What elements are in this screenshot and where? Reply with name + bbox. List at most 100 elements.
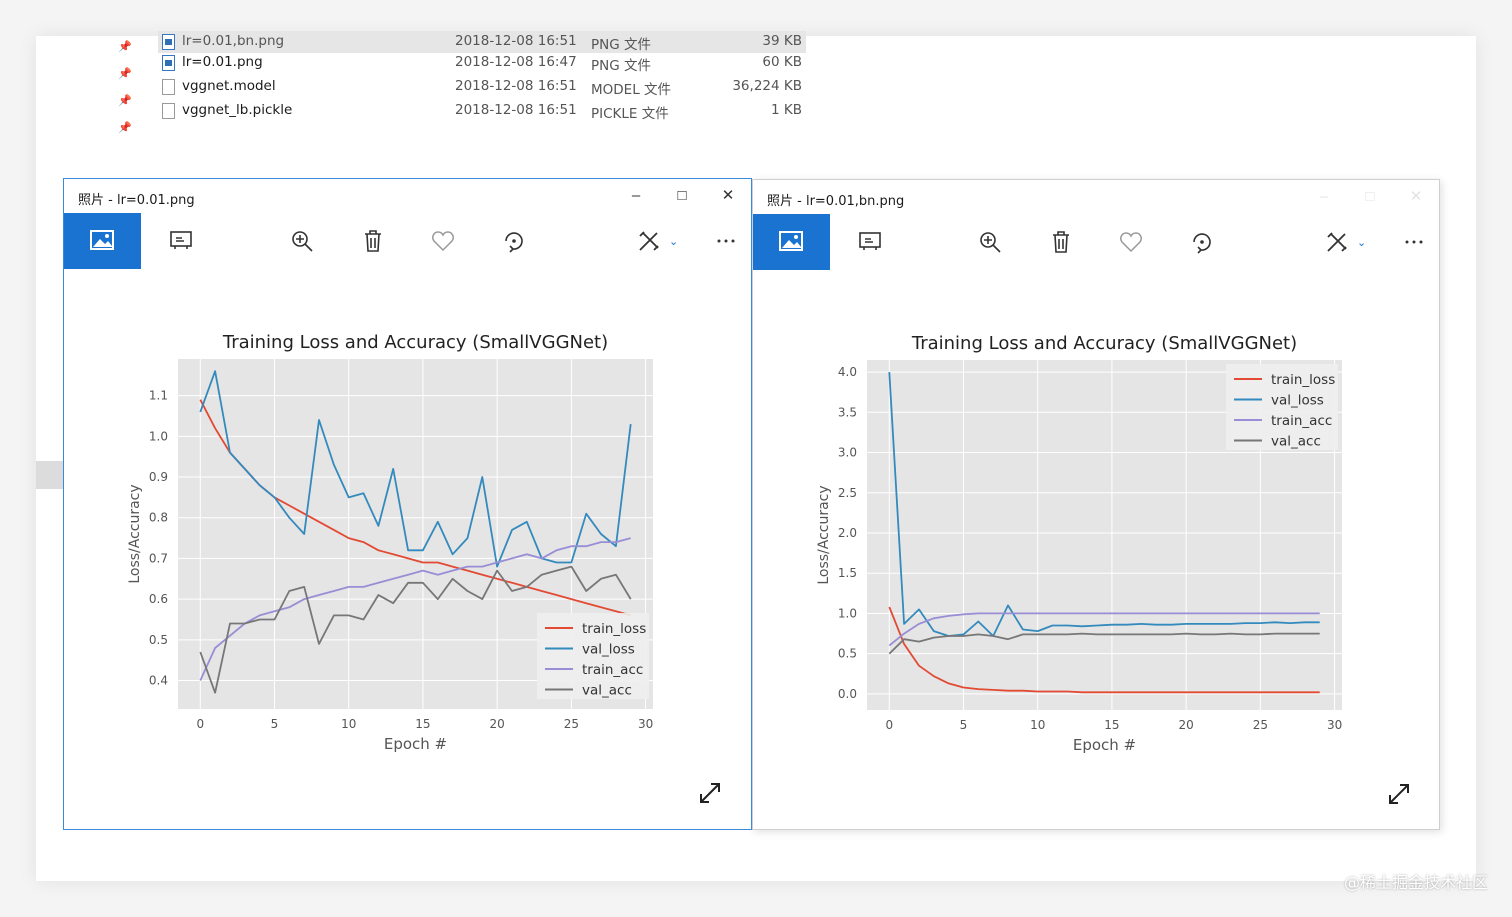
series-line-val-loss (199, 370, 632, 568)
slideshow-icon[interactable] (844, 214, 896, 270)
title-bar[interactable]: 照片 - lr=0.01.png – □ ✕ (64, 179, 751, 213)
series-line-val-acc (199, 565, 632, 694)
y-tick-label: 1.0 (149, 429, 168, 443)
more-icon[interactable] (700, 213, 752, 269)
y-tick-label: 0.7 (149, 551, 168, 565)
photo-toolbar: ⌄ (64, 213, 751, 269)
x-tick-label: 10 (341, 717, 356, 731)
pin-icon[interactable]: 📌 (118, 41, 132, 53)
x-tick-label: 20 (1179, 718, 1194, 732)
x-tick-label: 5 (960, 718, 968, 732)
x-axis-label: Epoch # (384, 735, 447, 753)
y-tick-label: 0.8 (149, 511, 168, 525)
pin-icon[interactable]: 📌 (118, 122, 132, 134)
zoom-in-icon[interactable] (964, 214, 1016, 270)
file-name: vggnet.model (182, 78, 276, 94)
legend-label: val_loss (582, 642, 635, 658)
expand-icon[interactable] (697, 780, 723, 806)
x-tick-label: 30 (638, 717, 653, 731)
file-name: vggnet_lb.pickle (182, 102, 293, 118)
file-date: 2018-12-08 16:47 (455, 54, 577, 70)
pin-icon[interactable]: 📌 (118, 95, 132, 107)
y-tick-label: 0.4 (149, 674, 168, 688)
slideshow-icon[interactable] (155, 213, 207, 269)
chevron-down-icon[interactable]: ⌄ (1357, 237, 1367, 249)
delete-icon[interactable] (347, 213, 399, 269)
file-size: 39 KB (762, 33, 802, 49)
x-tick-label: 5 (271, 717, 279, 731)
rotate-icon[interactable] (1175, 214, 1227, 270)
series-line-train-loss (888, 606, 1320, 694)
chevron-down-icon[interactable]: ⌄ (669, 236, 679, 248)
favorite-icon[interactable] (417, 213, 469, 269)
minimize-icon[interactable]: – (1319, 188, 1329, 205)
file-icon (162, 103, 175, 119)
file-row[interactable]: lr=0.01,bn.png 2018-12-08 16:51 PNG 文件 3… (158, 31, 806, 53)
file-type: PICKLE 文件 (591, 106, 669, 122)
file-date: 2018-12-08 16:51 (455, 102, 577, 118)
minimize-icon[interactable]: – (631, 187, 641, 204)
file-size: 60 KB (762, 54, 802, 70)
legend-label: train_acc (1271, 413, 1332, 429)
x-tick-label: 15 (1104, 718, 1119, 732)
series-line-train-acc (888, 612, 1320, 647)
x-tick-label: 20 (490, 717, 505, 731)
close-icon[interactable]: ✕ (1409, 188, 1423, 205)
photo-toolbar: ⌄ (753, 214, 1439, 270)
legend-label: train_loss (582, 621, 646, 637)
legend-label: val_acc (1271, 434, 1321, 450)
window-title: 照片 - lr=0.01.png (78, 193, 195, 208)
file-row[interactable]: vggnet_lb.pickle 2018-12-08 16:51 PICKLE… (158, 100, 806, 122)
x-tick-label: 25 (564, 717, 579, 731)
file-size: 1 KB (771, 102, 802, 118)
x-tick-label: 0 (885, 718, 893, 732)
file-name: lr=0.01,bn.png (182, 33, 285, 49)
expand-icon[interactable] (1386, 781, 1412, 807)
rotate-icon[interactable] (487, 213, 539, 269)
zoom-in-icon[interactable] (276, 213, 328, 269)
y-tick-label: 0.9 (149, 470, 168, 484)
file-row[interactable]: lr=0.01.png 2018-12-08 16:47 PNG 文件 60 K… (158, 52, 806, 74)
photos-window-lr001[interactable]: 照片 - lr=0.01.png – □ ✕ ⌄ 0 5 10 15 20 25 30 (63, 178, 752, 830)
series-line-val-acc (888, 632, 1320, 655)
y-tick-label: 0.0 (838, 687, 857, 701)
file-row[interactable]: vggnet.model 2018-12-08 16:51 MODEL 文件 3… (158, 76, 806, 98)
y-tick-label: 1.5 (838, 566, 857, 580)
photo-icon[interactable] (64, 213, 141, 269)
photo-icon[interactable] (753, 214, 830, 270)
file-type: MODEL 文件 (591, 82, 672, 98)
legend-label: val_acc (582, 683, 632, 699)
chart-title: Training Loss and Accuracy (SmallVGGNet) (911, 333, 1297, 354)
favorite-icon[interactable] (1105, 214, 1157, 270)
photos-window-lr001-bn[interactable]: 照片 - lr=0.01,bn.png – □ ✕ ⌄ 0 5 10 15 20 2 (752, 179, 1440, 830)
delete-icon[interactable] (1035, 214, 1087, 270)
series-line-val-loss (888, 372, 1320, 637)
maximize-icon[interactable]: □ (677, 187, 687, 204)
file-size: 36,224 KB (732, 78, 802, 94)
y-tick-label: 3.0 (838, 446, 857, 460)
x-tick-label: 30 (1327, 718, 1342, 732)
watermark: @稀土掘金技术社区 (1343, 873, 1488, 892)
window-title: 照片 - lr=0.01,bn.png (767, 194, 905, 209)
maximize-icon[interactable]: □ (1365, 188, 1375, 205)
y-tick-label: 2.0 (838, 526, 857, 540)
pin-icon[interactable]: 📌 (118, 68, 132, 80)
image-file-icon (162, 34, 175, 50)
legend-label: train_acc (582, 662, 643, 678)
more-icon[interactable] (1388, 214, 1440, 270)
y-tick-label: 0.5 (838, 647, 857, 661)
pin-column: 📌 📌 📌 📌 (118, 40, 134, 148)
file-type: PNG 文件 (591, 58, 651, 74)
file-name: lr=0.01.png (182, 54, 263, 70)
title-bar[interactable]: 照片 - lr=0.01,bn.png – □ ✕ (753, 180, 1439, 214)
file-date: 2018-12-08 16:51 (455, 78, 577, 94)
y-tick-label: 2.5 (838, 486, 857, 500)
x-tick-label: 10 (1030, 718, 1045, 732)
edit-icon[interactable] (1311, 214, 1363, 270)
y-tick-label: 1.0 (838, 606, 857, 620)
close-icon[interactable]: ✕ (721, 187, 735, 204)
legend-label: val_loss (1271, 393, 1324, 409)
x-axis-label: Epoch # (1073, 736, 1136, 754)
x-tick-label: 0 (196, 717, 204, 731)
edit-icon[interactable] (623, 213, 675, 269)
